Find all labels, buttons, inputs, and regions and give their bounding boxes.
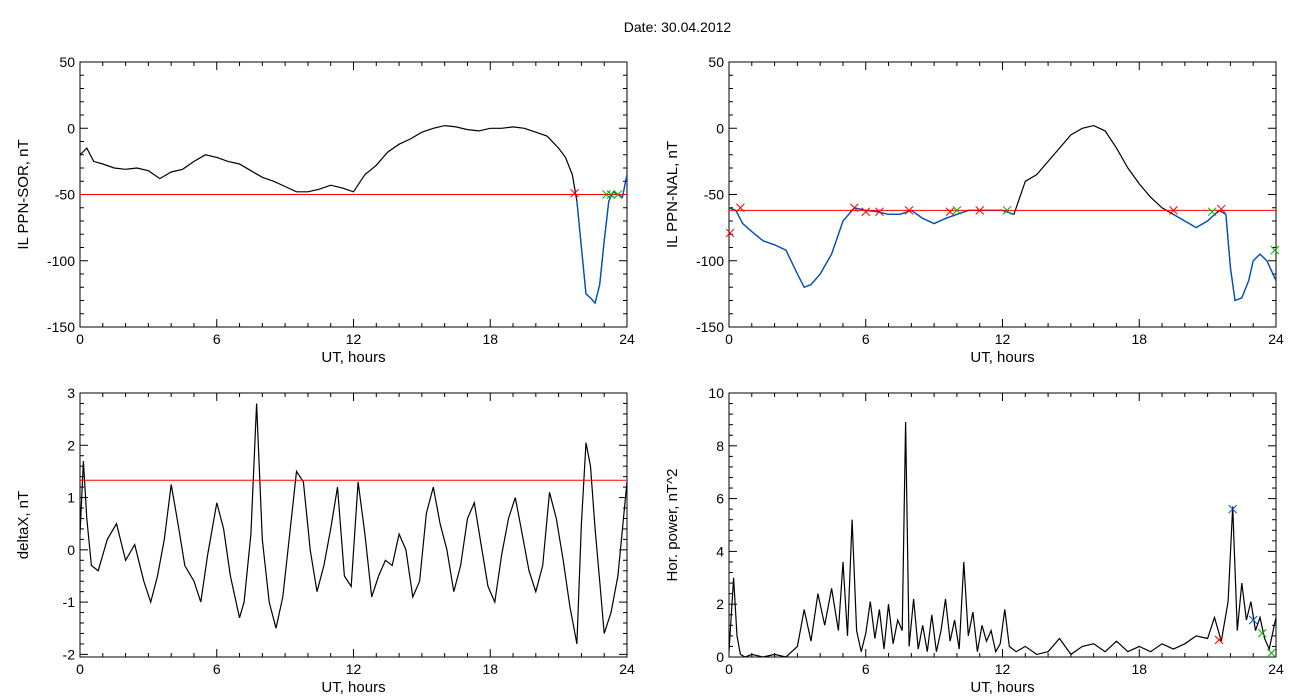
highlight-segment	[1173, 209, 1276, 302]
y-tick-label: -2	[63, 646, 76, 662]
x-marker	[1228, 504, 1238, 514]
x-tick-label: 0	[76, 331, 84, 347]
x-axis-label: UT, hours	[970, 679, 1034, 696]
x-marker	[1207, 207, 1217, 217]
x-tick-label: 0	[725, 661, 733, 677]
x-axis-label: UT, hours	[970, 349, 1034, 366]
x-axis-label: UT, hours	[321, 679, 385, 696]
y-tick-label: -50	[704, 187, 724, 203]
x-marker	[725, 228, 735, 238]
y-tick-label: -150	[696, 319, 724, 335]
x-tick-label: 24	[619, 331, 635, 347]
y-tick-label: -50	[55, 187, 75, 203]
x-marker	[1169, 206, 1178, 215]
x-tick-label: 18	[1131, 661, 1147, 677]
x-marker	[602, 190, 611, 199]
x-tick-label: 24	[1268, 331, 1284, 347]
x-tick-label: 0	[76, 661, 84, 677]
x-marker	[570, 188, 579, 198]
y-tick-label: 3	[67, 385, 75, 401]
x-tick-label: 18	[482, 661, 498, 677]
x-tick-label: 6	[862, 661, 870, 677]
y-tick-label: -100	[696, 253, 724, 269]
x-marker	[1216, 204, 1226, 214]
x-tick-label: 6	[862, 331, 870, 347]
y-tick-label: 50	[59, 54, 75, 70]
x-tick-label: 24	[619, 661, 635, 677]
figure-date-title: Date: 30.04.2012	[623, 19, 732, 35]
x-tick-label: 6	[213, 331, 221, 347]
y-axis-label: IL PPN-SOR, nT	[15, 139, 32, 249]
x-marker	[875, 207, 884, 217]
y-tick-label: 10	[708, 385, 724, 401]
x-tick-label: 18	[1131, 331, 1147, 347]
y-axis-label: IL PPN-NAL, nT	[664, 141, 681, 248]
x-marker	[1270, 245, 1280, 255]
series-line	[729, 421, 1276, 657]
plot-frame	[728, 61, 1277, 328]
x-tick-label: 12	[995, 331, 1011, 347]
x-marker	[904, 206, 914, 215]
x-marker	[736, 203, 745, 213]
x-marker	[850, 203, 859, 213]
x-tick-label: 12	[346, 661, 362, 677]
x-tick-label: 24	[1268, 661, 1284, 677]
y-tick-label: 0	[67, 120, 75, 136]
x-marker	[861, 207, 871, 217]
y-tick-label: 50	[708, 54, 724, 70]
plot-frame	[79, 392, 628, 658]
x-marker	[1257, 628, 1267, 638]
y-tick-label: 1	[67, 490, 75, 506]
y-axis-label: Hor. power, nT^2	[664, 469, 681, 582]
y-tick-label: 0	[716, 120, 724, 136]
x-marker	[613, 190, 623, 199]
x-marker	[1002, 206, 1012, 215]
y-tick-label: 0	[716, 649, 724, 665]
highlight-segment	[729, 207, 1015, 289]
x-tick-label: 0	[725, 331, 733, 347]
x-tick-label: 6	[213, 661, 221, 677]
x-tick-label: 12	[995, 661, 1011, 677]
panel-p1: 0 6 12 18 24 -150 -100 -50 0 50 UT, hours IL PPN-SO…	[15, 54, 635, 366]
series-line	[729, 124, 1276, 302]
series-line	[80, 124, 627, 305]
y-tick-label: 0	[67, 542, 75, 558]
x-marker	[1267, 648, 1276, 658]
y-tick-label: 2	[67, 437, 75, 453]
x-axis-label: UT, hours	[321, 349, 385, 366]
y-tick-label: -1	[63, 594, 76, 610]
y-axis-label: deltaX, nT	[15, 491, 32, 559]
y-tick-label: 6	[716, 491, 724, 507]
y-tick-label: 4	[716, 543, 724, 559]
x-marker	[952, 206, 962, 215]
x-marker	[975, 206, 985, 215]
highlight-segment	[576, 174, 627, 305]
plot-frame	[728, 392, 1277, 658]
y-tick-label: -150	[47, 319, 75, 335]
series-line	[80, 403, 627, 645]
x-marker	[945, 207, 955, 217]
x-tick-label: 18	[482, 331, 498, 347]
x-marker	[1248, 615, 1258, 625]
panel-p2: 0 6 12 18 24 -150 -100 -50 0 50 UT, hours IL PPN-NA…	[664, 54, 1284, 366]
y-tick-label: -100	[47, 253, 75, 269]
y-tick-label: 8	[716, 438, 724, 454]
x-marker	[606, 190, 616, 199]
x-marker	[1214, 635, 1224, 645]
y-tick-label: 2	[716, 596, 724, 612]
x-tick-label: 12	[346, 331, 362, 347]
